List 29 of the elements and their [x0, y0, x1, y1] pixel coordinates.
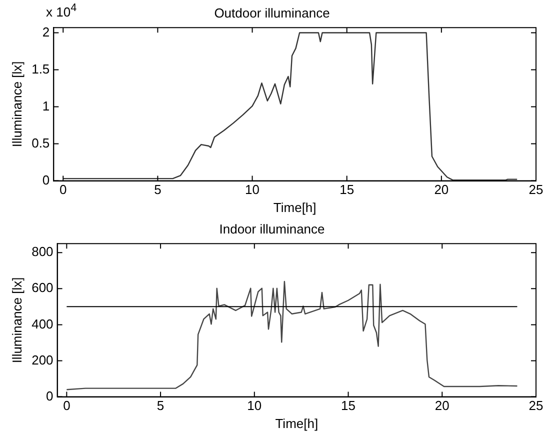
x-tick-label: 0	[60, 182, 67, 198]
y-tick-label: 1.5	[32, 61, 50, 76]
x-tick-label: 25	[528, 182, 544, 198]
x-tick-label: 20	[434, 398, 450, 414]
chart-title: Indoor illuminance	[219, 221, 325, 236]
x-tick-label: 5	[156, 398, 164, 414]
x-tick-label: 20	[434, 182, 449, 198]
y-tick-label: 0.5	[32, 135, 50, 150]
y-tick-label: 0	[42, 172, 50, 188]
y-tick-label: 200	[32, 352, 54, 368]
x-tick-label: 25	[528, 398, 544, 414]
x-tick-label: 15	[341, 398, 356, 414]
y-tick-label: 1	[42, 98, 50, 114]
chart-title: Outdoor illuminance	[214, 5, 330, 20]
x-axis-title: Time[h]	[273, 200, 316, 215]
x-axis-title: Time[h]	[275, 416, 318, 431]
y-axis-title: Illuminance [lx]	[9, 277, 24, 364]
y-tick-label: 800	[32, 244, 54, 260]
x-tick-label: 5	[154, 182, 162, 198]
x-tick-label: 0	[63, 398, 70, 414]
y-tick-label: 400	[32, 316, 54, 332]
y-tick-label: 0	[46, 388, 54, 404]
x-tick-label: 10	[245, 182, 260, 198]
x-tick-label: 10	[247, 398, 262, 414]
text: x 10$^{4}$	[46, 2, 77, 20]
x-tick-label: 15	[340, 182, 354, 198]
y-tick-label: 600	[32, 280, 54, 296]
y-axis-title: Illuminance [lx]	[9, 61, 24, 148]
y-tick-label: 2	[42, 24, 50, 40]
